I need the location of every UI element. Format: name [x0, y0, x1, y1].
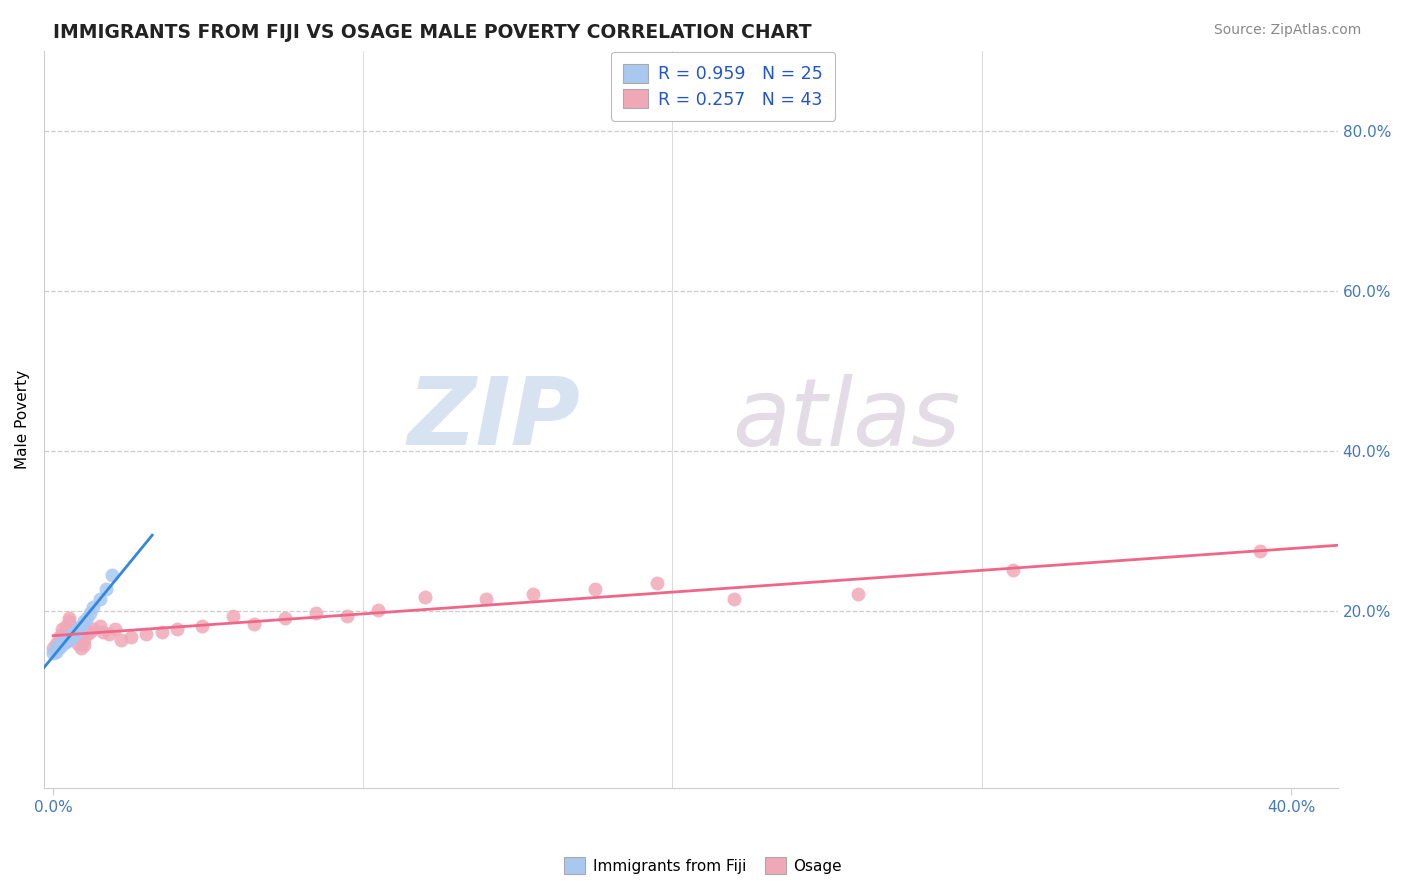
Point — [91, 624, 114, 639]
Point — [48, 630, 70, 644]
Point — [60, 622, 83, 636]
Point — [221, 608, 243, 623]
Point — [76, 611, 98, 625]
Point — [101, 568, 124, 582]
Point — [48, 638, 70, 652]
Point — [66, 624, 89, 638]
Point — [76, 627, 98, 641]
Point — [89, 592, 111, 607]
Point — [97, 627, 120, 641]
Point — [522, 587, 544, 601]
Point — [846, 587, 869, 601]
Point — [51, 635, 73, 649]
Point — [79, 624, 101, 639]
Y-axis label: Male Poverty: Male Poverty — [15, 369, 30, 469]
Point — [413, 590, 436, 604]
Point — [475, 592, 498, 607]
Point — [73, 632, 96, 647]
Point — [166, 622, 188, 636]
Point — [60, 627, 83, 641]
Text: Source: ZipAtlas.com: Source: ZipAtlas.com — [1213, 23, 1361, 37]
Point — [70, 619, 93, 633]
Point — [66, 636, 89, 650]
Point — [1001, 563, 1024, 577]
Point — [367, 603, 389, 617]
Point — [120, 630, 142, 644]
Point — [55, 635, 77, 649]
Point — [66, 630, 89, 644]
Legend: R = 0.959   N = 25, R = 0.257   N = 43: R = 0.959 N = 25, R = 0.257 N = 43 — [612, 52, 835, 121]
Point — [583, 582, 606, 596]
Point — [135, 627, 157, 641]
Point — [42, 646, 65, 660]
Point — [243, 616, 266, 631]
Text: atlas: atlas — [733, 374, 960, 465]
Point — [45, 640, 67, 655]
Point — [63, 627, 86, 641]
Point — [82, 622, 104, 636]
Point — [60, 630, 83, 644]
Point — [305, 606, 328, 620]
Point — [150, 624, 173, 639]
Point — [63, 627, 86, 641]
Point — [70, 640, 93, 655]
Text: IMMIGRANTS FROM FIJI VS OSAGE MALE POVERTY CORRELATION CHART: IMMIGRANTS FROM FIJI VS OSAGE MALE POVER… — [53, 23, 813, 42]
Point — [51, 638, 73, 652]
Point — [190, 619, 212, 633]
Point — [51, 622, 73, 636]
Point — [274, 611, 297, 625]
Legend: Immigrants from Fiji, Osage: Immigrants from Fiji, Osage — [558, 851, 848, 880]
Point — [45, 644, 67, 658]
Point — [66, 620, 89, 634]
Text: ZIP: ZIP — [408, 373, 581, 466]
Point — [79, 606, 101, 620]
Point — [73, 614, 96, 628]
Point — [58, 611, 80, 625]
Point — [63, 624, 86, 639]
Point — [45, 636, 67, 650]
Point — [94, 582, 117, 596]
Point — [82, 600, 104, 615]
Point — [110, 632, 132, 647]
Point — [58, 614, 80, 628]
Point — [48, 640, 70, 655]
Point — [58, 632, 80, 647]
Point — [89, 619, 111, 633]
Point — [104, 622, 127, 636]
Point — [1249, 544, 1271, 558]
Point — [55, 632, 77, 647]
Point — [645, 576, 668, 591]
Point — [42, 640, 65, 655]
Point — [73, 638, 96, 652]
Point — [55, 619, 77, 633]
Point — [336, 608, 359, 623]
Point — [58, 630, 80, 644]
Point — [51, 627, 73, 641]
Point — [723, 592, 745, 607]
